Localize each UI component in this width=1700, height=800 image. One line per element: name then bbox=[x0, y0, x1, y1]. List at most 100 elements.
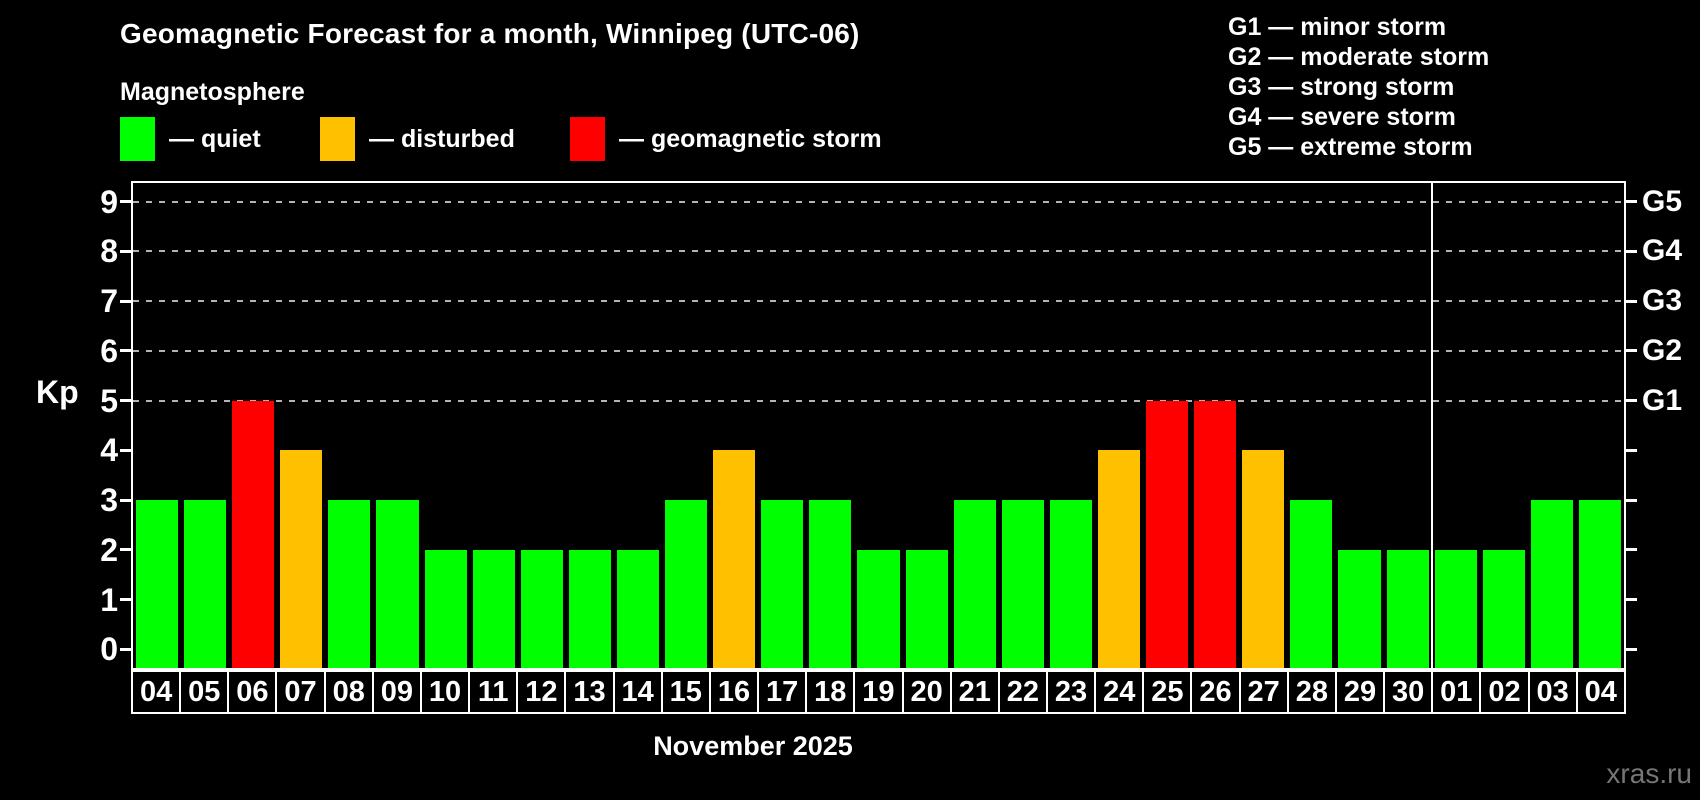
y-tick-label-8: 8 bbox=[100, 233, 118, 270]
kp-bar-day-04 bbox=[1578, 500, 1621, 668]
grid-line-kp5 bbox=[133, 399, 1624, 402]
kp-bar-day-09 bbox=[376, 500, 419, 668]
legend-item-storm: — geomagnetic storm bbox=[570, 116, 882, 162]
y-tick-label-0: 0 bbox=[100, 631, 118, 668]
day-label-29: 29 bbox=[1334, 670, 1386, 714]
left-tick-kp1 bbox=[120, 598, 133, 602]
kp-bar-day-18 bbox=[809, 500, 852, 668]
legend-label: — geomagnetic storm bbox=[619, 124, 882, 153]
kp-bar-day-21 bbox=[953, 500, 996, 668]
day-label-17: 17 bbox=[757, 670, 808, 714]
day-label-28: 28 bbox=[1286, 670, 1337, 714]
left-tick-kp8 bbox=[120, 249, 133, 253]
day-label-14: 14 bbox=[612, 670, 663, 714]
day-label-13: 13 bbox=[564, 670, 615, 714]
y-tick-label-6: 6 bbox=[100, 332, 118, 369]
left-tick-kp4 bbox=[120, 448, 133, 452]
g-scale-line: G2 — moderate storm bbox=[1228, 43, 1490, 71]
kp-bar-day-29 bbox=[1338, 549, 1381, 668]
legend-item-quiet: — quiet bbox=[120, 116, 261, 162]
kp-bar-day-02 bbox=[1482, 549, 1525, 668]
day-label-24: 24 bbox=[1094, 670, 1145, 714]
g-scale-line: G5 — extreme storm bbox=[1228, 133, 1473, 161]
kp-bar-day-22 bbox=[1001, 500, 1044, 668]
kp-bar-day-11 bbox=[472, 549, 515, 668]
y-tick-label-3: 3 bbox=[100, 482, 118, 519]
right-axis-label-G3: G3 bbox=[1642, 284, 1683, 318]
y-tick-label-1: 1 bbox=[100, 581, 118, 618]
y-tick-label-9: 9 bbox=[100, 183, 118, 220]
watermark: xras.ru bbox=[1606, 758, 1692, 789]
day-label-11: 11 bbox=[468, 670, 519, 714]
right-tick-kp2 bbox=[1624, 548, 1637, 552]
right-axis-label-G1: G1 bbox=[1642, 383, 1683, 417]
day-label-04-next-month: 04 bbox=[1575, 670, 1626, 714]
right-tick-kp4 bbox=[1624, 448, 1637, 452]
kp-bar-day-10 bbox=[424, 549, 467, 668]
right-tick-kp3 bbox=[1624, 498, 1637, 502]
right-tick-kp9 bbox=[1624, 200, 1637, 204]
storm-color-swatch bbox=[570, 117, 605, 161]
left-tick-kp6 bbox=[120, 349, 133, 353]
left-tick-kp9 bbox=[120, 200, 133, 204]
day-label-19: 19 bbox=[853, 670, 904, 714]
right-axis-label-G2: G2 bbox=[1642, 333, 1683, 367]
kp-bar-day-14 bbox=[616, 549, 660, 668]
day-label-16: 16 bbox=[708, 670, 760, 714]
g-scale-line: G1 — minor storm bbox=[1228, 13, 1447, 41]
g-scale-line: G3 — strong storm bbox=[1228, 73, 1455, 101]
day-label-08: 08 bbox=[323, 670, 374, 714]
right-axis-label-G4: G4 bbox=[1642, 234, 1683, 268]
day-label-06: 06 bbox=[227, 670, 278, 714]
g-scale-legend: G1 — minor storm G2 — moderate storm G3 — … bbox=[1228, 12, 1489, 162]
plot-area bbox=[131, 181, 1626, 671]
kp-bar-day-03 bbox=[1530, 500, 1573, 668]
legend-label: — disturbed bbox=[369, 124, 515, 153]
g-scale-line: G4 — severe storm bbox=[1228, 103, 1456, 131]
kp-bar-day-26 bbox=[1194, 400, 1237, 668]
kp-bar-day-28 bbox=[1290, 500, 1333, 668]
kp-bar-day-24 bbox=[1097, 450, 1141, 668]
kp-bar-day-05 bbox=[184, 500, 227, 668]
quiet-color-swatch bbox=[120, 117, 155, 161]
kp-bar-day-07 bbox=[280, 450, 323, 668]
day-label-26: 26 bbox=[1190, 670, 1241, 714]
day-label-02-next-month: 02 bbox=[1479, 670, 1530, 714]
day-label-04: 04 bbox=[131, 670, 182, 714]
day-label-01-next-month: 01 bbox=[1431, 670, 1482, 714]
day-label-18: 18 bbox=[805, 670, 856, 714]
kp-bar-day-25 bbox=[1146, 400, 1189, 668]
day-label-09: 09 bbox=[371, 670, 422, 714]
month-separator-line bbox=[1430, 183, 1433, 668]
day-label-25: 25 bbox=[1142, 670, 1193, 714]
x-axis-day-labels: 04 05 06 07 08 09 10 11 12 13 14 15 16 17 18 19 20 21 22 23… bbox=[131, 670, 1626, 714]
day-label-15: 15 bbox=[660, 670, 711, 714]
legend-item-disturbed: — disturbed bbox=[320, 116, 515, 162]
legend-label: — quiet bbox=[169, 124, 261, 153]
y-tick-label-5: 5 bbox=[100, 382, 118, 419]
page-title: Geomagnetic Forecast for a month, Winnip… bbox=[120, 18, 860, 49]
kp-bar-day-15 bbox=[665, 500, 708, 668]
left-tick-kp0 bbox=[120, 647, 133, 651]
grid-line-kp6 bbox=[133, 349, 1624, 352]
right-axis-label-G5: G5 bbox=[1642, 184, 1683, 218]
kp-bar-day-30 bbox=[1386, 549, 1429, 668]
left-tick-kp2 bbox=[120, 548, 133, 552]
grid-line-kp7 bbox=[133, 300, 1624, 303]
day-label-20: 20 bbox=[901, 670, 952, 714]
kp-bar-day-13 bbox=[568, 549, 611, 668]
grid-line-kp8 bbox=[133, 250, 1624, 253]
kp-bar-day-04 bbox=[136, 500, 179, 668]
kp-bar-day-23 bbox=[1049, 500, 1092, 668]
left-tick-kp7 bbox=[120, 299, 133, 303]
grid-line-kp9 bbox=[133, 200, 1624, 203]
kp-bar-day-06 bbox=[232, 400, 275, 668]
y-axis-title: Kp bbox=[36, 374, 79, 410]
right-tick-kp5 bbox=[1624, 399, 1637, 403]
right-tick-kp0 bbox=[1624, 647, 1637, 651]
y-tick-label-4: 4 bbox=[100, 432, 118, 469]
kp-bar-day-01 bbox=[1434, 549, 1477, 668]
day-label-03-next-month: 03 bbox=[1527, 670, 1578, 714]
y-tick-label-2: 2 bbox=[100, 531, 118, 568]
left-tick-kp5 bbox=[120, 399, 133, 403]
